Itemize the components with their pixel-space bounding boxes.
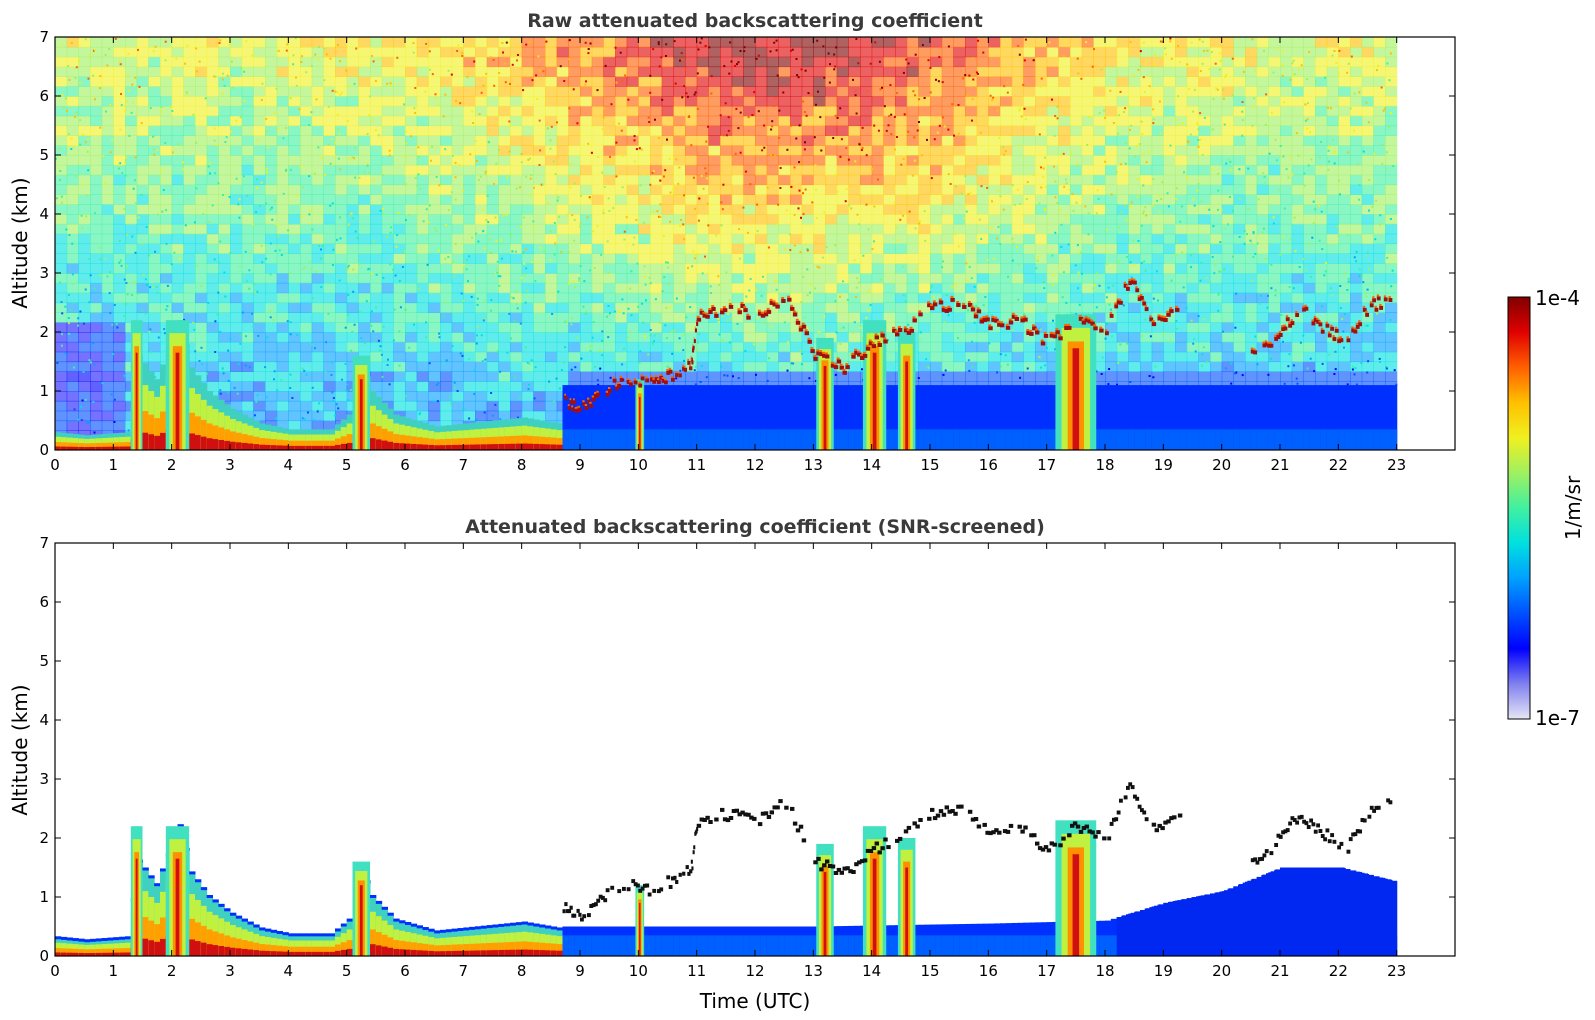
x-tick-label: 5 [342, 456, 352, 474]
y-tick-label: 1 [39, 382, 49, 400]
plume-columns [130, 314, 1097, 450]
x-tick-label: 16 [979, 962, 998, 980]
colorbar-max-label: 1e-4 [1535, 286, 1580, 310]
x-tick-label: 20 [1212, 456, 1231, 474]
x-tick-label: 23 [1387, 456, 1406, 474]
heatmap-raw [55, 37, 1398, 450]
x-ticks-raw: 0 1 2 3 4 5 6 7 8 9 10 11 12 13 14 15 16 17 18 19 20 21 22 23 [50, 37, 1406, 474]
colorbar-min-label: 1e-7 [1535, 706, 1580, 730]
x-tick-label: 7 [459, 456, 469, 474]
x-tick-label: 3 [225, 456, 235, 474]
x-tick-label: 2 [167, 456, 177, 474]
x-tick-label: 10 [629, 456, 648, 474]
x-tick-label: 3 [225, 962, 235, 980]
x-axis-label: Time (UTC) [699, 989, 811, 1013]
x-tick-label: 14 [862, 962, 881, 980]
x-tick-label: 13 [804, 962, 823, 980]
y-tick-label: 5 [39, 652, 49, 670]
y-tick-label: 0 [39, 441, 49, 459]
x-tick-label: 14 [862, 456, 881, 474]
x-ticks-screened: 0 1 2 3 4 5 6 7 8 9 10 11 12 13 14 15 16 17 18 19 20 21 22 23 [50, 543, 1406, 980]
plume-columns [130, 820, 1097, 956]
y-tick-label: 2 [39, 829, 49, 847]
x-tick-label: 15 [920, 962, 939, 980]
x-tick-label: 11 [687, 456, 706, 474]
x-tick-label: 22 [1329, 456, 1348, 474]
cloud-layer [562, 782, 1393, 922]
x-tick-label: 21 [1270, 456, 1289, 474]
y-ticks-screened: 0 1 2 3 4 5 6 7 [39, 534, 1455, 965]
x-tick-label: 8 [517, 456, 527, 474]
x-tick-label: 1 [109, 962, 119, 980]
x-tick-label: 20 [1212, 962, 1231, 980]
cloud-layer [564, 278, 1393, 413]
heatmap-screened [55, 782, 1398, 956]
x-tick-label: 9 [575, 456, 585, 474]
panel-raw: Raw attenuated backscattering coefficien… [8, 10, 1456, 474]
x-tick-label: 8 [517, 962, 527, 980]
panel-title-raw: Raw attenuated backscattering coefficien… [527, 10, 983, 32]
y-tick-label: 0 [39, 947, 49, 965]
x-tick-label: 11 [687, 962, 706, 980]
x-tick-label: 1 [109, 456, 119, 474]
x-tick-label: 10 [629, 962, 648, 980]
x-tick-label: 18 [1095, 456, 1114, 474]
x-tick-label: 22 [1329, 962, 1348, 980]
y-tick-label: 7 [39, 28, 49, 46]
x-tick-label: 17 [1037, 962, 1056, 980]
colorbar-unit-label: 1/m/sr [1561, 475, 1585, 540]
x-tick-label: 12 [745, 962, 764, 980]
y-ticks-raw: 0 1 2 3 4 5 6 7 [39, 28, 1455, 459]
x-tick-label: 21 [1270, 962, 1289, 980]
y-axis-label-screened: Altitude (km) [8, 684, 32, 815]
x-tick-label: 0 [50, 456, 60, 474]
y-tick-label: 1 [39, 888, 49, 906]
x-tick-label: 13 [804, 456, 823, 474]
y-tick-label: 3 [39, 264, 49, 282]
y-tick-label: 5 [39, 146, 49, 164]
x-tick-label: 15 [920, 456, 939, 474]
x-tick-label: 17 [1037, 456, 1056, 474]
x-tick-label: 7 [459, 962, 469, 980]
x-tick-label: 9 [575, 962, 585, 980]
x-tick-label: 19 [1154, 962, 1173, 980]
y-axis-label-raw: Altitude (km) [8, 177, 32, 308]
y-tick-label: 4 [39, 205, 49, 223]
x-tick-label: 16 [979, 456, 998, 474]
x-tick-label: 12 [745, 456, 764, 474]
x-tick-label: 6 [400, 962, 410, 980]
x-tick-label: 19 [1154, 456, 1173, 474]
y-tick-label: 2 [39, 323, 49, 341]
late-aerosol-dome [1116, 867, 1398, 956]
y-tick-label: 7 [39, 534, 49, 552]
x-tick-label: 6 [400, 456, 410, 474]
x-tick-label: 0 [50, 962, 60, 980]
panel-title-screened: Attenuated backscattering coefficient (S… [465, 516, 1045, 538]
x-tick-label: 18 [1095, 962, 1114, 980]
colorbar: 1e-4 1e-7 1/m/sr [1507, 286, 1585, 730]
x-tick-label: 23 [1387, 962, 1406, 980]
panel-screened: Attenuated backscattering coefficient (S… [8, 516, 1456, 1013]
x-tick-label: 5 [342, 962, 352, 980]
y-tick-label: 6 [39, 87, 49, 105]
y-tick-label: 3 [39, 770, 49, 788]
x-tick-label: 2 [167, 962, 177, 980]
x-tick-label: 4 [284, 456, 294, 474]
y-tick-label: 6 [39, 593, 49, 611]
x-tick-label: 4 [284, 962, 294, 980]
colorbar-gradient [1507, 296, 1531, 720]
y-tick-label: 4 [39, 711, 49, 729]
